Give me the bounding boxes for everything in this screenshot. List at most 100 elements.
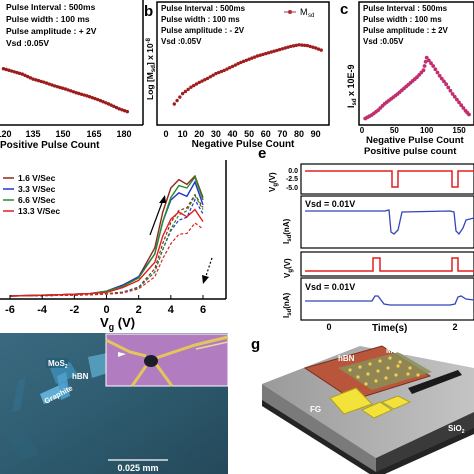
panel-b-point — [283, 46, 287, 50]
panel-g: g hBN MoS2 FG SiO2 Si+ — [251, 336, 474, 474]
panel-c-point — [450, 92, 455, 96]
panel-e: e 0.0 -2.5 -5.0 Vg(V) Vsd = 0.01V Isd(nA… — [258, 145, 474, 334]
panel-f: MoS2 hBN Graphite 0.025 mm — [0, 333, 229, 474]
panel-a-point — [90, 95, 95, 100]
time-tick: 2 — [452, 322, 457, 332]
panel-d: 1.6 V/Sec 3.3 V/Sec 6.6 V/Sec 13.3 V/Sec… — [0, 160, 227, 332]
panel-a-point — [31, 77, 35, 81]
panel-c-point — [457, 100, 461, 105]
panel-b-point — [247, 57, 251, 61]
panel-b-point — [194, 82, 199, 86]
panel-b-xtick: 0 — [163, 129, 168, 139]
panel-b-point — [305, 43, 310, 48]
label-hbn: hBN — [338, 354, 355, 363]
panel-b-point — [269, 50, 274, 54]
flake-label-hbn: hBN — [72, 372, 89, 381]
inset-arrow — [118, 352, 126, 357]
panel-b-point — [313, 46, 318, 50]
panel-c-point — [421, 68, 426, 73]
panel-c-frame — [358, 1, 474, 126]
panel-b-point — [264, 51, 268, 56]
panel-d-xtick: 4 — [168, 304, 175, 316]
panel-c-point — [467, 112, 471, 117]
panel-c-point — [442, 79, 446, 84]
panel-d-xtick: 6 — [200, 304, 206, 316]
panel-b-point — [225, 67, 229, 71]
panel-a-point — [1, 66, 6, 71]
panel-a-point — [117, 107, 121, 111]
panel-a-point — [125, 109, 130, 114]
panel-a-point — [109, 103, 113, 107]
panel-b-point — [266, 51, 271, 55]
panel-a-point — [58, 85, 62, 90]
panel-c-data — [363, 55, 471, 121]
panel-a-xtick: 180 — [116, 129, 131, 139]
panel-b-point — [211, 73, 215, 77]
sweep-down-arrow — [204, 257, 213, 280]
panel-c-param-line: Pulse amplitude : ± 2V — [363, 26, 449, 35]
panel-g-letter: g — [251, 336, 260, 353]
panel-b-xtick: 50 — [244, 129, 254, 139]
isd-label-2: Isd(nA) — [282, 292, 293, 318]
panel-a-point — [79, 92, 84, 96]
panel-a-xlabel: Positive Pulse Count — [0, 140, 100, 151]
panel-a-point — [52, 84, 57, 88]
panel-a-xtick: 165 — [86, 129, 101, 139]
panel-c-point — [455, 97, 459, 102]
panel-b-point — [253, 55, 257, 59]
panel-b-point — [297, 43, 301, 47]
panel-a-point — [47, 82, 51, 86]
panel-d-forward-sweep — [9, 208, 204, 297]
panel-c-point — [424, 55, 429, 60]
panel-b-point — [208, 75, 213, 79]
panel-b-data — [172, 43, 323, 106]
panel-e-isd-bottom: Vsd = 0.01V Isd(nA) — [282, 277, 474, 321]
panel-b-point — [230, 64, 235, 69]
panel-d-xtick: -6 — [5, 304, 15, 316]
sweep-up-arrow — [149, 199, 164, 236]
panel-a-point — [42, 80, 46, 84]
vg-tick: 0.0 — [288, 168, 298, 175]
panel-b-xtick: 20 — [194, 129, 204, 139]
electrode-right — [155, 335, 229, 360]
panel-d-xlabel: Vg (V) — [100, 315, 135, 332]
panel-b-point — [241, 59, 246, 64]
panel-d-reverse-sweep — [9, 222, 204, 297]
panel-b-point — [255, 54, 260, 58]
panel-a-xtick: 135 — [25, 129, 40, 139]
panel-a-point — [114, 105, 119, 110]
panel-b-point — [308, 44, 312, 49]
mos2-layer — [338, 352, 432, 390]
panel-b-legend-label: M — [300, 7, 308, 17]
panel-b-point — [286, 45, 290, 49]
panel-b-point — [186, 87, 190, 92]
panel-b-point — [239, 60, 243, 65]
electrode-bottom — [130, 365, 148, 387]
panel-a-point — [25, 74, 30, 79]
panel-e-letter: e — [258, 145, 266, 162]
panel-b-xtick: 90 — [311, 129, 321, 139]
vg-label: Vg(V) — [268, 172, 279, 192]
isd-response-trace — [305, 209, 474, 236]
device-channel — [144, 355, 158, 367]
panel-b-point — [222, 68, 226, 73]
panel-c-xlabel2: Positive pulse count — [364, 146, 457, 157]
panel-a-point — [44, 81, 49, 85]
panel-b-point — [189, 85, 193, 89]
panel-a-point — [85, 94, 89, 98]
panel-c-point — [439, 76, 444, 81]
panel-a-point — [69, 89, 73, 93]
time-tick: 0 — [326, 322, 331, 332]
panel-a-point — [4, 67, 8, 72]
panel-c-point — [433, 67, 438, 72]
contact-pad-2 — [380, 395, 412, 410]
panel-a-param-line: Pulse width : 100 ms — [6, 14, 90, 24]
panel-a-param-line: Pulse Interval : 500ms — [6, 2, 96, 12]
fg-gate-electrode — [329, 387, 373, 415]
panel-c-point — [437, 73, 442, 78]
scale-bar-label: 0.025 mm — [117, 463, 158, 473]
electrode-left — [105, 338, 147, 358]
panel-c-point — [444, 82, 449, 87]
panel-b-point — [272, 49, 276, 53]
